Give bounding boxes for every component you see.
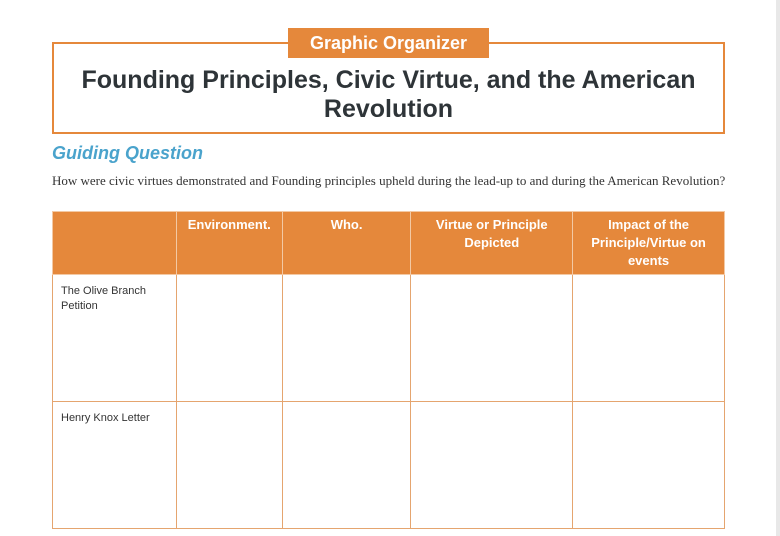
header-environment: Environment. xyxy=(175,211,283,275)
table-cell[interactable] xyxy=(410,274,574,402)
row-label: Henry Knox Letter xyxy=(52,401,177,529)
table-cell[interactable] xyxy=(281,274,412,402)
table-row: The Olive Branch Petition xyxy=(52,274,725,402)
table-cell[interactable] xyxy=(410,401,574,529)
header-blank xyxy=(52,211,177,275)
header-impact: Impact of the Principle/Virtue on events xyxy=(572,211,725,275)
row-label: The Olive Branch Petition xyxy=(52,274,177,402)
table-cell[interactable] xyxy=(281,401,412,529)
guiding-question-text: How were civic virtues demonstrated and … xyxy=(52,173,726,188)
table-cell[interactable] xyxy=(572,401,725,529)
scrollbar[interactable] xyxy=(776,0,780,536)
table-cell[interactable] xyxy=(175,274,283,402)
header-virtue: Virtue or Principle Depicted xyxy=(410,211,574,275)
table-row: Henry Knox Letter xyxy=(52,401,725,529)
title-box: Founding Principles, Civic Virtue, and t… xyxy=(52,42,725,134)
graphic-organizer-badge: Graphic Organizer xyxy=(288,28,489,58)
table-header-row: Environment. Who. Virtue or Principle De… xyxy=(52,211,725,275)
header-who: Who. xyxy=(281,211,412,275)
page-title: Founding Principles, Civic Virtue, and t… xyxy=(81,66,696,123)
table-cell[interactable] xyxy=(175,401,283,529)
guiding-question-heading: Guiding Question xyxy=(52,143,203,163)
table-cell[interactable] xyxy=(572,274,725,402)
organizer-table: Environment. Who. Virtue or Principle De… xyxy=(52,211,725,529)
